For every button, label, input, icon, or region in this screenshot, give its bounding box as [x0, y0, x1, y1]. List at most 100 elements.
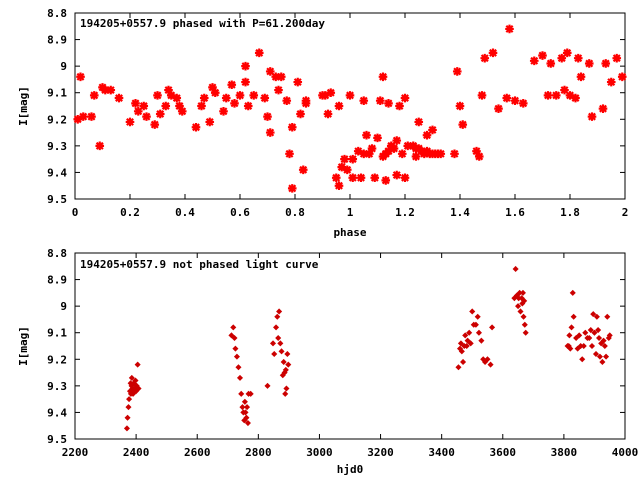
data-point — [595, 327, 602, 334]
data-point — [489, 324, 496, 331]
data-point — [155, 109, 165, 119]
data-point — [359, 96, 369, 105]
chart-panel-2: 2200 2400 2600 2800 3000 3200 3400 3600 3800 4000… — [17, 247, 638, 476]
data-point — [562, 48, 572, 58]
x-tick-label: 1.4 — [450, 206, 470, 219]
data-point — [126, 396, 133, 403]
y-axis-label: I[mag] — [17, 86, 30, 126]
data-point — [100, 85, 110, 95]
data-point — [230, 324, 237, 331]
data-point — [247, 390, 254, 397]
data-point — [529, 56, 539, 66]
data-point — [566, 332, 573, 339]
y-tick-label: 8.8 — [47, 247, 67, 260]
data-point — [601, 59, 611, 68]
data-point — [576, 332, 583, 339]
x-tick-label: 2400 — [123, 446, 150, 459]
data-point — [164, 85, 173, 95]
data-point — [466, 329, 473, 336]
data-point — [276, 308, 283, 315]
data-point — [277, 340, 284, 347]
data-point — [362, 130, 371, 140]
data-point — [139, 101, 149, 111]
data-point — [177, 107, 187, 116]
data-point — [242, 409, 249, 416]
data-point — [236, 374, 244, 381]
data-point — [264, 382, 271, 389]
data-point — [582, 329, 589, 336]
x-tick-label: 3800 — [551, 446, 578, 459]
data-point — [567, 345, 574, 352]
data-point — [560, 85, 569, 95]
data-point — [285, 361, 292, 368]
data-point — [274, 85, 283, 95]
data-point — [340, 154, 349, 164]
x-tick-label: 2600 — [184, 446, 211, 459]
data-point — [235, 364, 242, 371]
data-point — [400, 93, 410, 103]
data-point — [458, 348, 465, 355]
data-point — [588, 342, 596, 350]
x-tick-label: 0.8 — [285, 206, 305, 219]
data-point — [230, 99, 239, 108]
data-point — [233, 353, 240, 360]
data-point — [243, 414, 250, 421]
x-tick-label: 0.4 — [175, 206, 195, 219]
data-points — [123, 265, 613, 432]
data-point — [263, 112, 272, 121]
data-point — [323, 109, 333, 119]
data-point — [241, 61, 250, 71]
data-point — [565, 91, 575, 100]
data-point — [244, 404, 251, 411]
data-point — [265, 128, 275, 137]
data-point — [557, 53, 567, 63]
y-tick-label: 9.5 — [47, 433, 67, 446]
data-point — [231, 335, 238, 342]
data-point — [603, 353, 610, 360]
data-point — [573, 53, 583, 63]
data-point — [592, 350, 599, 357]
data-point — [596, 335, 603, 342]
data-point — [411, 152, 421, 161]
data-point — [484, 356, 491, 363]
data-point — [573, 335, 580, 342]
data-point — [395, 101, 404, 111]
y-tick-label: 9.1 — [47, 87, 67, 100]
x-tick-label: 1.6 — [505, 206, 525, 219]
data-point — [601, 342, 608, 350]
data-point — [235, 91, 245, 100]
data-point — [78, 112, 88, 121]
data-point — [457, 340, 464, 347]
data-point — [518, 99, 528, 108]
data-point — [606, 77, 616, 87]
data-point — [599, 358, 606, 365]
data-point — [298, 165, 308, 175]
data-point — [450, 149, 459, 159]
chart-title: 194205+0557.9 phased with P=61.200day — [80, 17, 325, 30]
data-point — [334, 181, 344, 191]
chart-title: 194205+0557.9 not phased light curve — [80, 258, 319, 271]
data-point — [606, 332, 613, 339]
x-tick-label: 2200 — [62, 446, 89, 459]
data-point — [598, 104, 608, 113]
data-point — [487, 361, 494, 368]
y-tick-label: 9 — [60, 300, 67, 313]
data-point — [458, 120, 468, 129]
data-point — [254, 48, 264, 58]
data-point — [293, 77, 303, 87]
data-point — [273, 324, 280, 331]
y-tick-label: 9.1 — [47, 327, 67, 340]
data-point — [604, 313, 611, 320]
data-point — [392, 170, 402, 180]
y-tick-label: 8.9 — [47, 274, 67, 287]
data-point — [397, 149, 407, 159]
data-point — [243, 101, 253, 111]
data-point — [428, 125, 437, 135]
data-point — [422, 130, 432, 140]
data-point — [125, 404, 132, 411]
data-point — [384, 99, 393, 108]
data-point — [392, 136, 402, 145]
data-point — [334, 101, 344, 111]
data-point — [617, 72, 627, 82]
